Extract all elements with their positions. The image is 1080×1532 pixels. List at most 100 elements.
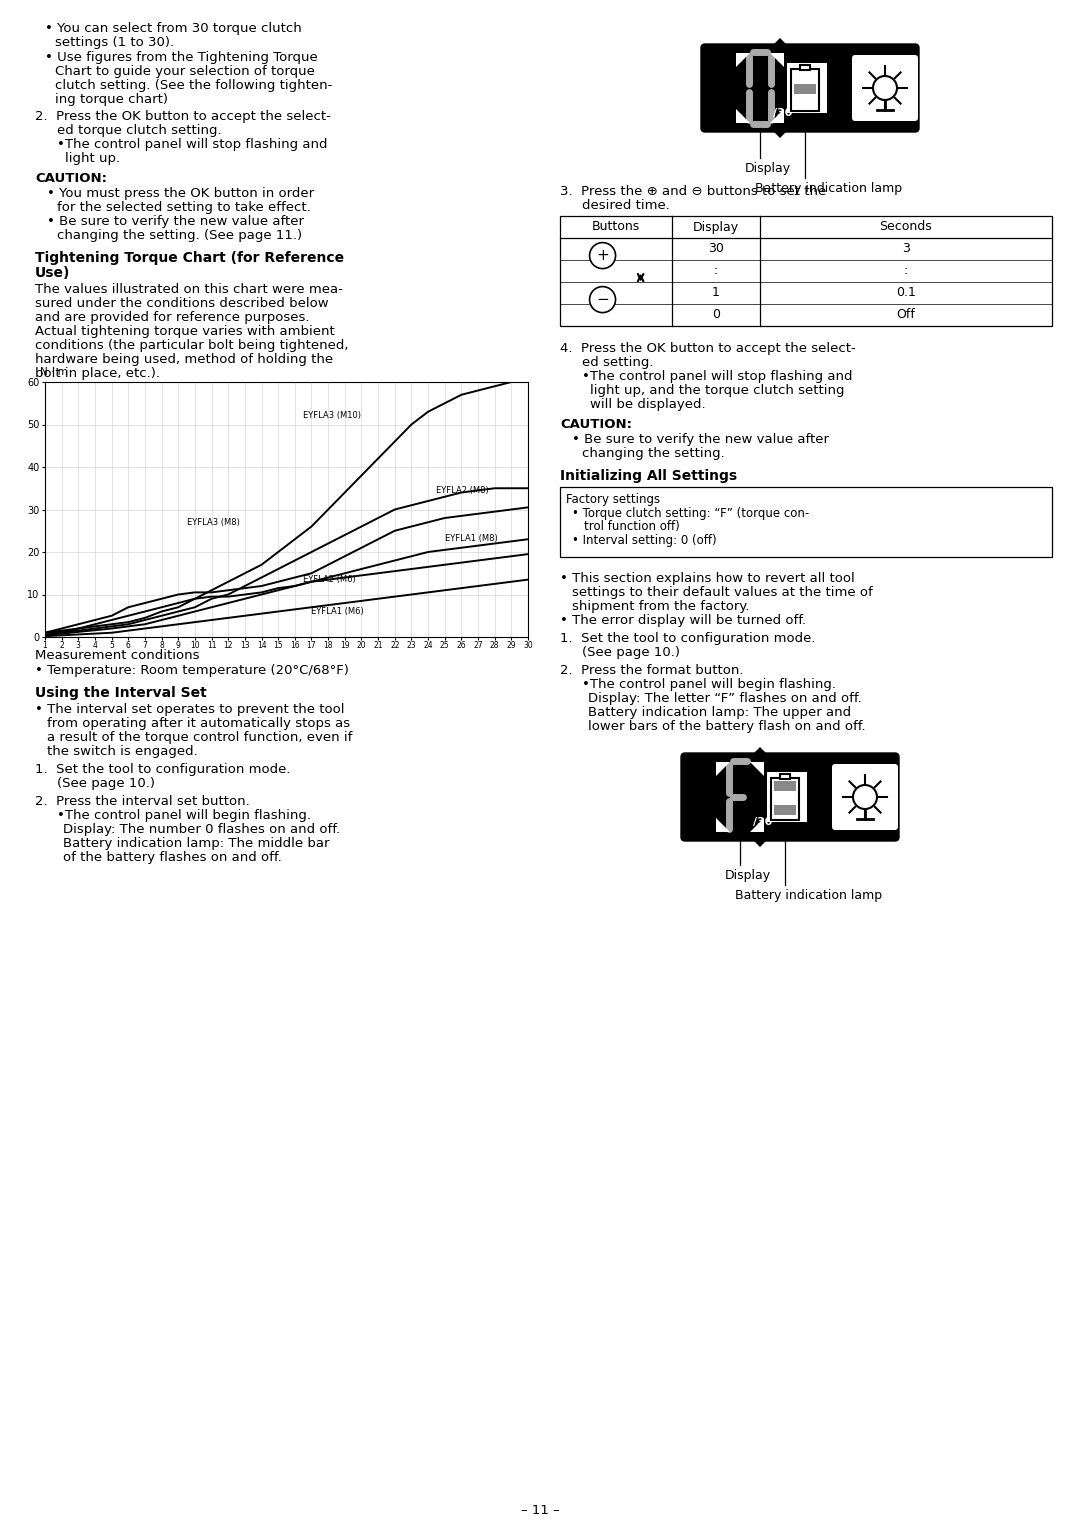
- Text: sured under the conditions described below: sured under the conditions described bel…: [35, 297, 328, 309]
- Text: Battery indication lamp: Battery indication lamp: [735, 889, 882, 902]
- Text: Display: Display: [693, 221, 739, 233]
- Text: •The control panel will stop flashing and: •The control panel will stop flashing an…: [57, 138, 327, 152]
- Text: will be displayed.: will be displayed.: [590, 398, 705, 411]
- Text: 2.  Press the format button.: 2. Press the format button.: [561, 663, 743, 677]
- Text: 1.  Set the tool to configuration mode.: 1. Set the tool to configuration mode.: [561, 633, 815, 645]
- Bar: [774, 804, 796, 815]
- Bar: [780, 774, 789, 778]
- Text: from operating after it automatically stops as: from operating after it automatically st…: [48, 717, 350, 731]
- Text: Display: The number 0 flashes on and off.: Display: The number 0 flashes on and off…: [63, 823, 340, 836]
- Text: CAUTION:: CAUTION:: [35, 172, 107, 185]
- Text: • You must press the OK button in order: • You must press the OK button in order: [48, 187, 314, 201]
- Text: Display: Display: [745, 162, 792, 175]
- Text: Display: The letter “F” flashes on and off.: Display: The letter “F” flashes on and o…: [588, 692, 862, 705]
- Text: desired time.: desired time.: [582, 199, 670, 211]
- Text: /30: /30: [753, 817, 772, 827]
- Text: settings to their default values at the time of: settings to their default values at the …: [572, 587, 873, 599]
- Circle shape: [590, 286, 616, 313]
- Text: (See page 10.): (See page 10.): [582, 647, 680, 659]
- Text: EYFLA2 (M6): EYFLA2 (M6): [303, 574, 356, 584]
- Text: EYFLA3 (M8): EYFLA3 (M8): [187, 518, 240, 527]
- Text: • Temperature: Room temperature (20°C/68°F): • Temperature: Room temperature (20°C/68…: [35, 663, 349, 677]
- Polygon shape: [716, 761, 730, 777]
- Bar: [791, 69, 819, 110]
- Text: settings (1 to 30).: settings (1 to 30).: [55, 35, 174, 49]
- Text: Actual tightening torque varies with ambient: Actual tightening torque varies with amb…: [35, 325, 335, 339]
- Text: light up, and the torque clutch setting: light up, and the torque clutch setting: [590, 385, 845, 397]
- Text: – 11 –: – 11 –: [521, 1503, 559, 1517]
- Polygon shape: [750, 761, 764, 777]
- FancyBboxPatch shape: [832, 764, 897, 830]
- Text: • The interval set operates to prevent the tool: • The interval set operates to prevent t…: [35, 703, 345, 715]
- Text: • Torque clutch setting: “F” (torque con-: • Torque clutch setting: “F” (torque con…: [572, 507, 809, 519]
- Text: for the selected setting to take effect.: for the selected setting to take effect.: [57, 201, 311, 214]
- FancyBboxPatch shape: [681, 754, 899, 841]
- Text: •The control panel will stop flashing and: •The control panel will stop flashing an…: [582, 371, 852, 383]
- Text: Battery indication lamp: The middle bar: Battery indication lamp: The middle bar: [63, 836, 329, 850]
- Text: 3.  Press the ⊕ and ⊖ buttons to set the: 3. Press the ⊕ and ⊖ buttons to set the: [561, 185, 826, 198]
- Text: light up.: light up.: [65, 152, 120, 165]
- Text: Using the Interval Set: Using the Interval Set: [35, 686, 206, 700]
- Text: Tightening Torque Chart (for Reference: Tightening Torque Chart (for Reference: [35, 251, 345, 265]
- Text: conditions (the particular bolt being tightened,: conditions (the particular bolt being ti…: [35, 339, 349, 352]
- Polygon shape: [770, 109, 784, 123]
- Text: • Interval setting: 0 (off): • Interval setting: 0 (off): [572, 535, 717, 547]
- Polygon shape: [770, 54, 784, 67]
- Text: Off: Off: [896, 308, 916, 322]
- Text: +: +: [596, 248, 609, 264]
- Polygon shape: [753, 840, 767, 847]
- Text: EYFLA2 (M8): EYFLA2 (M8): [436, 486, 489, 495]
- Text: EYFLA3 (M10): EYFLA3 (M10): [303, 411, 361, 420]
- Text: 3: 3: [902, 242, 910, 256]
- Text: Battery indication lamp: Battery indication lamp: [755, 182, 902, 195]
- Text: a result of the torque control function, even if: a result of the torque control function,…: [48, 731, 352, 745]
- Text: EYFLA1 (M8): EYFLA1 (M8): [445, 535, 498, 544]
- Text: • Use figures from the Tightening Torque: • Use figures from the Tightening Torque: [45, 51, 318, 64]
- Text: 2.  Press the OK button to accept the select-: 2. Press the OK button to accept the sel…: [35, 110, 330, 123]
- Text: ing torque chart): ing torque chart): [55, 93, 168, 106]
- Circle shape: [873, 77, 897, 100]
- Text: ed torque clutch setting.: ed torque clutch setting.: [57, 124, 221, 136]
- Text: 30: 30: [708, 242, 724, 256]
- Text: of the battery flashes on and off.: of the battery flashes on and off.: [63, 850, 282, 864]
- Polygon shape: [773, 38, 787, 44]
- Text: :: :: [904, 265, 908, 277]
- Text: • Be sure to verify the new value after: • Be sure to verify the new value after: [48, 214, 303, 228]
- Text: •The control panel will begin flashing.: •The control panel will begin flashing.: [582, 679, 836, 691]
- Bar: [767, 772, 807, 823]
- Text: EYFLA1 (M6): EYFLA1 (M6): [311, 607, 364, 616]
- Text: changing the setting. (See page 11.): changing the setting. (See page 11.): [57, 228, 302, 242]
- Text: the switch is engaged.: the switch is engaged.: [48, 745, 198, 758]
- Text: :: :: [714, 265, 718, 277]
- Text: CAUTION:: CAUTION:: [561, 418, 632, 430]
- Text: 2.  Press the interval set button.: 2. Press the interval set button.: [35, 795, 249, 807]
- Text: Display: Display: [725, 869, 771, 882]
- Text: The values illustrated on this chart were mea-: The values illustrated on this chart wer…: [35, 283, 342, 296]
- Bar: [794, 84, 816, 93]
- Text: Seconds: Seconds: [879, 221, 932, 233]
- Text: (See page 10.): (See page 10.): [57, 777, 156, 791]
- Polygon shape: [735, 109, 750, 123]
- Text: Factory settings: Factory settings: [566, 493, 660, 506]
- Text: • Be sure to verify the new value after: • Be sure to verify the new value after: [572, 434, 829, 446]
- Text: 0: 0: [712, 308, 720, 322]
- Text: •The control panel will begin flashing.: •The control panel will begin flashing.: [57, 809, 311, 823]
- Text: • This section explains how to revert all tool: • This section explains how to revert al…: [561, 571, 854, 585]
- Circle shape: [853, 784, 877, 809]
- Polygon shape: [716, 818, 730, 832]
- Polygon shape: [750, 818, 764, 832]
- Text: 1: 1: [712, 286, 720, 299]
- Text: • The error display will be turned off.: • The error display will be turned off.: [561, 614, 806, 627]
- Text: trol function off): trol function off): [584, 519, 679, 533]
- Text: 0.1: 0.1: [896, 286, 916, 299]
- Polygon shape: [773, 132, 787, 138]
- FancyBboxPatch shape: [852, 55, 918, 121]
- Polygon shape: [735, 54, 750, 67]
- Text: hardware being used, method of holding the: hardware being used, method of holding t…: [35, 352, 333, 366]
- Text: and are provided for reference purposes.: and are provided for reference purposes.: [35, 311, 310, 323]
- Text: bolt in place, etc.).: bolt in place, etc.).: [35, 368, 160, 380]
- Bar: [787, 63, 827, 113]
- FancyBboxPatch shape: [701, 44, 919, 132]
- Text: clutch setting. (See the following tighten-: clutch setting. (See the following tight…: [55, 80, 333, 92]
- Bar: [561, 487, 1052, 558]
